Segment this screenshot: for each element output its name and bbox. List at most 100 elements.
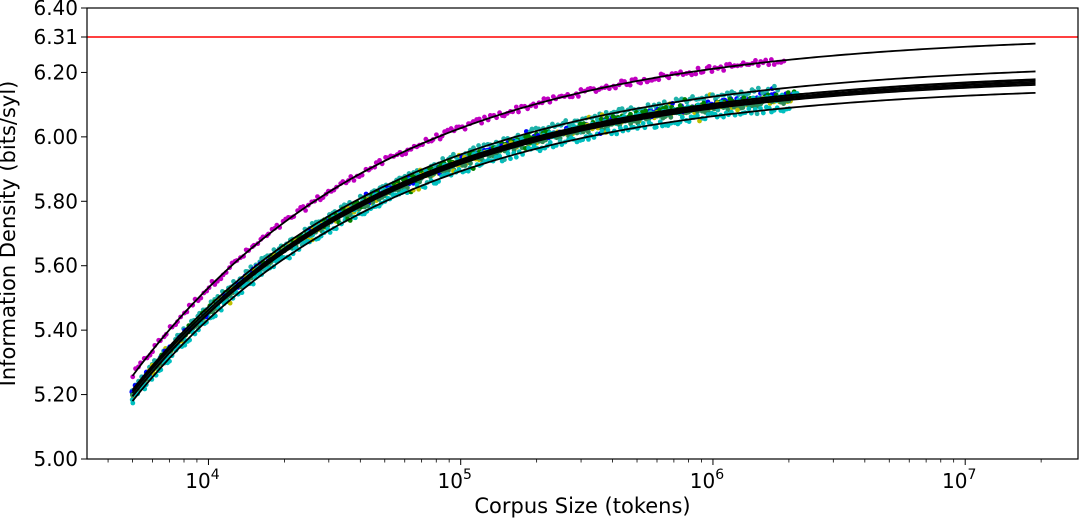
data-point xyxy=(781,101,786,106)
data-point xyxy=(450,151,456,157)
data-point xyxy=(578,87,584,92)
data-point xyxy=(695,65,701,71)
data-point xyxy=(525,133,531,139)
data-point xyxy=(760,90,766,96)
fit-curve xyxy=(131,84,1036,397)
data-point xyxy=(771,62,777,67)
data-point xyxy=(754,111,760,117)
data-point xyxy=(130,374,136,380)
data-point xyxy=(422,185,428,190)
data-point xyxy=(516,109,521,115)
data-point xyxy=(755,63,761,68)
data-point xyxy=(462,163,468,169)
data-point xyxy=(677,103,683,108)
y-axis: 5.00 5.20 5.40 5.60 5.80 6.00 6.20 6.31 6.40 xyxy=(33,0,87,471)
data-point xyxy=(605,127,611,133)
data-point xyxy=(666,75,672,81)
data-point xyxy=(690,94,695,99)
data-point xyxy=(576,94,581,99)
data-point xyxy=(462,126,468,132)
y-tick-label: 5.20 xyxy=(33,383,78,407)
data-point xyxy=(541,96,547,102)
y-tick-label: 6.20 xyxy=(33,60,78,84)
data-point xyxy=(513,154,519,160)
y-tick-label: 5.00 xyxy=(33,447,78,471)
data-point xyxy=(709,69,715,74)
data-point xyxy=(614,131,620,137)
data-point xyxy=(619,106,625,111)
data-point xyxy=(533,104,539,109)
data-point xyxy=(705,112,711,117)
data-point xyxy=(497,153,503,159)
data-point xyxy=(303,208,308,213)
fit-curve xyxy=(131,80,1036,397)
data-point xyxy=(434,132,439,138)
data-point xyxy=(706,63,712,69)
data-point xyxy=(643,108,649,114)
data-point xyxy=(547,140,553,145)
data-point xyxy=(755,85,761,91)
data-point xyxy=(508,156,513,162)
data-point xyxy=(772,83,777,89)
x-axis-label: Corpus Size (tokens) xyxy=(474,494,690,518)
data-point xyxy=(468,160,473,166)
data-point xyxy=(529,126,535,132)
y-tick-label: 6.00 xyxy=(33,125,78,149)
data-point xyxy=(586,137,591,142)
y-tick-label: 5.40 xyxy=(33,318,78,342)
data-point xyxy=(377,158,382,163)
data-point xyxy=(721,68,727,73)
data-point xyxy=(628,121,634,127)
data-point xyxy=(740,105,746,111)
data-point xyxy=(663,105,669,110)
y-tick-label: 6.31 xyxy=(33,25,78,49)
data-point xyxy=(640,120,646,126)
data-point xyxy=(130,400,136,406)
data-point xyxy=(482,114,487,120)
data-point xyxy=(292,245,298,251)
data-point xyxy=(679,114,685,120)
data-point xyxy=(613,85,618,91)
data-point xyxy=(656,77,662,83)
y-axis-label: Information Density (bits/syl) xyxy=(0,81,20,387)
data-point xyxy=(493,154,499,160)
fit-curve xyxy=(131,91,1036,402)
data-point xyxy=(653,124,659,130)
fit-layer xyxy=(131,42,1036,402)
data-point xyxy=(505,150,511,156)
data-point xyxy=(735,107,740,113)
data-point xyxy=(668,114,674,120)
data-point xyxy=(693,71,699,77)
data-point xyxy=(513,104,519,110)
x-tick-label: 105 xyxy=(438,467,472,493)
data-point xyxy=(638,80,644,86)
data-point xyxy=(746,106,752,112)
data-point xyxy=(476,143,481,148)
plot-frame xyxy=(86,7,1079,460)
x-tick-label: 104 xyxy=(185,467,219,493)
data-point xyxy=(351,178,357,183)
plot-background xyxy=(87,8,1078,459)
data-point xyxy=(604,115,610,121)
data-point xyxy=(440,156,446,161)
data-point xyxy=(689,72,695,78)
data-point xyxy=(599,128,605,134)
data-point xyxy=(766,62,772,68)
data-point xyxy=(403,151,409,157)
fit-curve xyxy=(131,79,1036,394)
x-tick-label: 106 xyxy=(690,467,724,493)
data-point xyxy=(785,90,791,95)
data-point xyxy=(760,110,766,116)
fit-curve xyxy=(131,42,1036,377)
fit-curve xyxy=(131,70,1036,391)
y-tick-label: 5.80 xyxy=(33,189,78,213)
data-point xyxy=(563,118,569,123)
x-axis: 104 105 106 107 xyxy=(107,459,1042,493)
data-point xyxy=(695,113,700,119)
x-tick-label: 107 xyxy=(942,467,976,493)
y-tick-label: 5.60 xyxy=(33,254,78,278)
data-point xyxy=(753,58,758,63)
y-tick-label: 6.40 xyxy=(33,0,78,20)
data-point xyxy=(627,82,633,88)
